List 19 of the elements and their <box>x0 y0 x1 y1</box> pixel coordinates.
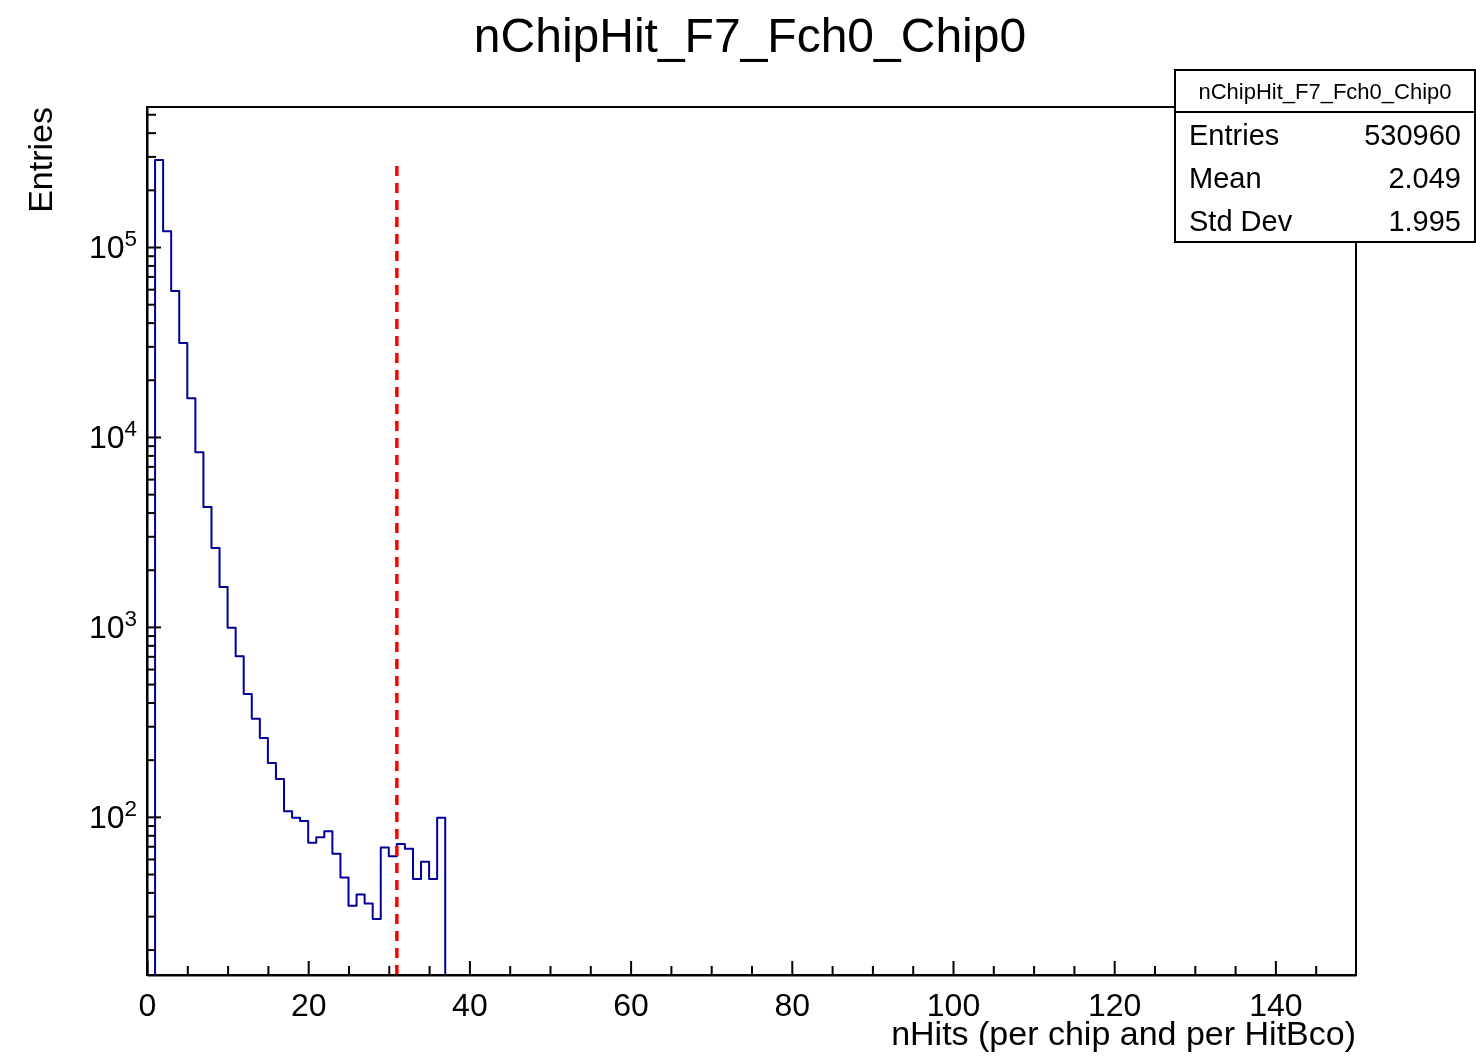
text: nChipHit_F7_Fch0_Chip0 <box>1198 79 1452 104</box>
x-tick-label: 120 <box>1088 986 1142 1023</box>
text: 530960 <box>1364 119 1461 151</box>
x-tick-label: 80 <box>774 986 811 1023</box>
y-tick-label: 10$^{4}$ <box>88 415 137 455</box>
annotation: Mean <box>1189 162 1262 194</box>
text: 1.995 <box>1388 205 1461 237</box>
y-tick-label: 10$^{5}$ <box>88 225 137 265</box>
x-tick-label: 40 <box>452 986 488 1023</box>
annotation: Entries <box>1189 119 1280 151</box>
chart-title: nChipHit_F7_Fch0_Chip0 <box>473 9 1027 62</box>
y-axis-title: Entries <box>21 107 59 213</box>
annotation: Std Dev <box>1189 205 1293 237</box>
text: 2.049 <box>1388 162 1461 194</box>
x-tick-label: 0 <box>138 986 157 1023</box>
x-tick-label: 60 <box>613 986 649 1023</box>
x-tick-label: 20 <box>290 986 327 1023</box>
y-tick-label: 10$^{3}$ <box>88 605 137 645</box>
y-tick-label: 10$^{2}$ <box>88 795 137 835</box>
